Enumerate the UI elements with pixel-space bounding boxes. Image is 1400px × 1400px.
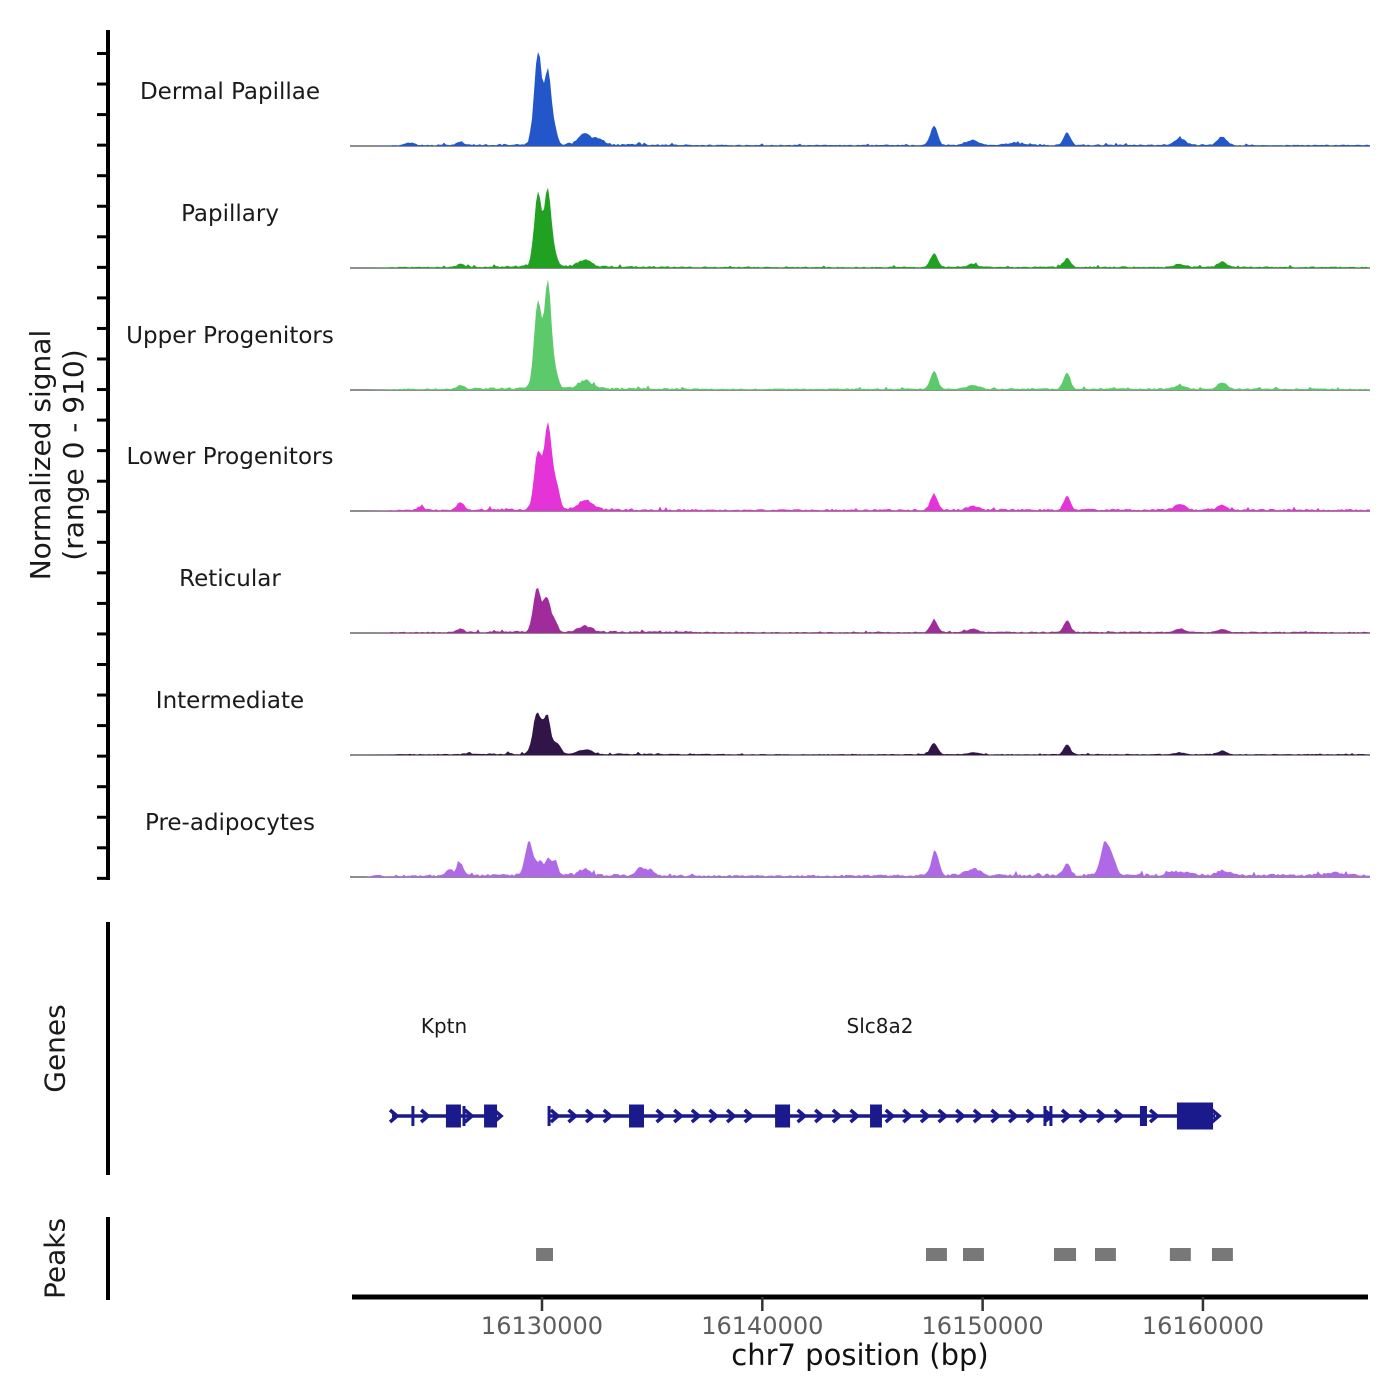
strand-arrow-icon: [955, 1108, 966, 1124]
strand-arrow-icon: [463, 1108, 475, 1124]
signal-area-lower-progenitors: [350, 421, 1370, 511]
strand-arrow-icon: [1148, 1108, 1160, 1124]
peak-region-box: [1054, 1248, 1077, 1261]
gene-utr-bar: [462, 1106, 466, 1126]
strand-arrow-icon: [1007, 1108, 1019, 1124]
peak-region-box: [536, 1248, 554, 1261]
gene-exon: [775, 1104, 791, 1128]
track-label-5: Intermediate: [155, 688, 305, 714]
strand-arrow-icon: [884, 1108, 896, 1124]
x-tick-label-3: 16160000: [1141, 1312, 1264, 1340]
gene-exon: [1139, 1106, 1147, 1126]
strand-arrow-icon: [1210, 1108, 1222, 1124]
gene-utr-bar: [411, 1106, 415, 1126]
strand-arrow-icon: [1078, 1108, 1090, 1124]
strand-arrow-icon: [937, 1108, 949, 1124]
peak-region-box: [963, 1248, 984, 1261]
signal-area-intermediate: [350, 712, 1370, 755]
gene-exon: [484, 1104, 498, 1128]
peak-region-box: [1211, 1248, 1233, 1261]
strand-arrow-icon: [1096, 1108, 1107, 1124]
gene-exon: [445, 1104, 461, 1128]
strand-arrow-icon: [708, 1108, 720, 1124]
strand-arrow-icon: [655, 1108, 667, 1124]
strand-arrow-icon: [1060, 1108, 1072, 1124]
strand-arrow-icon: [849, 1108, 861, 1124]
gene-utr-bar: [547, 1106, 551, 1126]
strand-arrow-icon: [602, 1108, 614, 1124]
strand-arrow-icon: [743, 1108, 755, 1124]
track-label-6: Pre-adipocytes: [144, 810, 316, 836]
peak-region-box: [926, 1248, 947, 1261]
strand-arrow-icon: [990, 1108, 1002, 1124]
signal-area-pre-adipocytes: [350, 841, 1370, 877]
strand-arrow-icon: [567, 1108, 579, 1124]
gene-name-0: Kptn: [420, 1014, 468, 1038]
peak-region-box: [1169, 1248, 1191, 1261]
strand-arrow-icon: [919, 1108, 931, 1124]
signal-area-dermal-papillae: [350, 51, 1370, 146]
strand-arrow-icon: [1043, 1108, 1055, 1124]
x-tick-label-2: 16150000: [921, 1312, 1044, 1340]
strand-arrow-icon: [902, 1108, 914, 1124]
strand-arrow-icon: [584, 1108, 596, 1124]
track-label-1: Papillary: [181, 201, 279, 227]
signal-area-reticular: [350, 587, 1370, 633]
strand-arrow-icon: [814, 1108, 825, 1124]
gene-exon: [870, 1104, 882, 1128]
gene-name-1: Slc8a2: [846, 1014, 914, 1038]
gene-exon: [1176, 1102, 1214, 1130]
signal-area-papillary: [350, 187, 1370, 268]
track-label-2: Upper Progenitors: [126, 323, 334, 349]
strand-arrow-icon: [831, 1108, 843, 1124]
peaks-panel-label: Peaks: [38, 1217, 72, 1300]
gene-exon: [629, 1104, 645, 1128]
track-label-0: Dermal Papillae: [139, 79, 321, 105]
strand-arrow-icon: [492, 1108, 504, 1124]
strand-arrow-icon: [1025, 1108, 1037, 1124]
x-axis-title: chr7 position (bp): [731, 1338, 989, 1372]
x-tick-label-0: 16130000: [480, 1312, 604, 1340]
track-label-4: Reticular: [179, 566, 281, 592]
strand-arrow-icon: [972, 1108, 984, 1124]
signal-area-upper-progenitors: [350, 279, 1370, 390]
strand-arrow-icon: [673, 1108, 684, 1124]
strand-arrow-icon: [725, 1108, 737, 1124]
strand-arrow-icon: [796, 1108, 808, 1124]
strand-arrow-icon: [549, 1108, 561, 1124]
track-label-3: Lower Progenitors: [126, 444, 334, 470]
peak-region-box: [1094, 1248, 1116, 1261]
strand-arrow-icon: [419, 1108, 431, 1124]
y-axis-label-line1: Normalized signal: [24, 329, 57, 581]
strand-arrow-icon: [690, 1108, 702, 1124]
x-tick-label-1: 16140000: [701, 1312, 824, 1340]
strand-arrow-icon: [388, 1108, 400, 1124]
gene-utr-bar: [1043, 1106, 1047, 1126]
strand-arrow-icon: [1113, 1108, 1125, 1124]
